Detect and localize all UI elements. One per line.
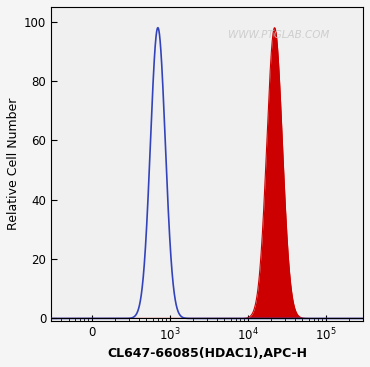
X-axis label: CL647-66085(HDAC1),APC-H: CL647-66085(HDAC1),APC-H xyxy=(107,347,307,360)
Text: WWW.PTGLAB.COM: WWW.PTGLAB.COM xyxy=(228,30,330,40)
Y-axis label: Relative Cell Number: Relative Cell Number xyxy=(7,98,20,230)
